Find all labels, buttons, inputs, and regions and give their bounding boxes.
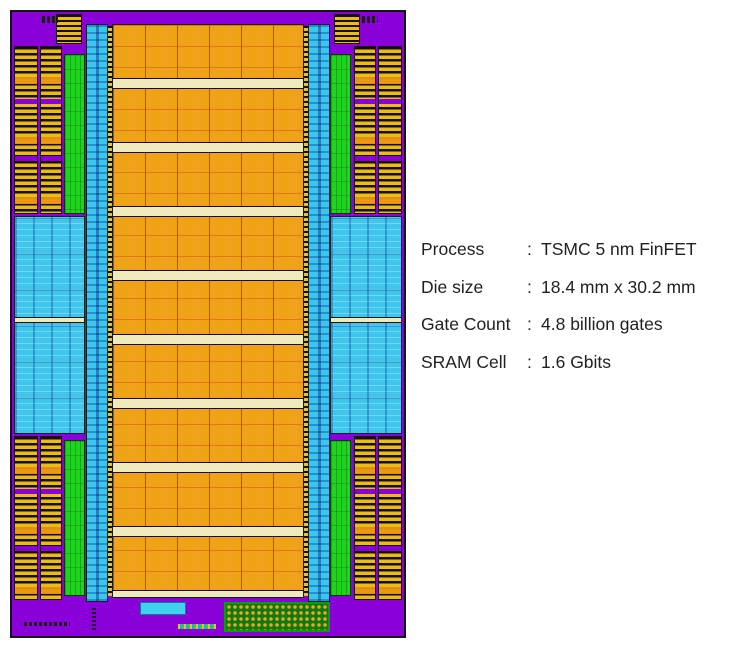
- sram-array-right: [330, 216, 402, 434]
- spec-row-die-size: Die size : 18.4 mm x 30.2 mm: [421, 269, 741, 307]
- io-pad-column-left-outer-bottom: [14, 436, 38, 600]
- spec-row-sram-cell: SRAM Cell : 1.6 Gbits: [421, 344, 741, 382]
- io-pad-column-right-outer-bottom: [378, 436, 402, 600]
- die-label-mark-bottom-center: [178, 624, 216, 629]
- die-label-mark-top-left: [42, 16, 58, 23]
- spec-label: Process: [421, 239, 485, 259]
- sram-array-left: [14, 216, 85, 434]
- sram-channel-line: [15, 317, 84, 323]
- die-label-mark-bottom-vertical: [92, 608, 96, 632]
- spec-colon: :: [527, 314, 532, 334]
- io-pad-column-left-inner-bottom: [40, 436, 62, 600]
- sram-channel-line: [331, 317, 401, 323]
- spec-label: Gate Count: [421, 314, 511, 334]
- spec-value: TSMC 5 nm FinFET: [541, 239, 697, 259]
- spec-label: SRAM Cell: [421, 351, 507, 372]
- sram-spine-right: [308, 24, 330, 602]
- spec-colon: :: [527, 351, 532, 372]
- pad-sliver-left: [108, 26, 112, 596]
- die-floorplan: [10, 10, 406, 638]
- standard-cell-core: [112, 24, 304, 598]
- spec-row-process: Process : TSMC 5 nm FinFET: [421, 231, 741, 269]
- macro-block-green-right-bottom: [330, 440, 351, 596]
- macro-block-green-left-top: [64, 54, 85, 214]
- die-label-mark-top-right: [362, 16, 378, 23]
- spec-colon: :: [527, 239, 532, 259]
- corner-pad-block-top-right: [334, 14, 360, 44]
- bottom-cyan-block: [140, 602, 186, 615]
- die-label-mark-bottom-left: [24, 622, 70, 626]
- io-pad-column-right-outer-top: [378, 46, 402, 214]
- spec-value: 18.4 mm x 30.2 mm: [541, 276, 696, 297]
- io-pad-column-right-inner-top: [354, 46, 376, 214]
- spec-value: 4.8 billion gates: [541, 314, 663, 334]
- corner-pad-block-top-left: [56, 14, 82, 44]
- specs-panel: Process : TSMC 5 nm FinFET Die size : 18…: [421, 231, 741, 381]
- pad-sliver-right: [304, 26, 308, 596]
- io-pad-column-right-inner-bottom: [354, 436, 376, 600]
- io-pad-column-left-outer-top: [14, 46, 38, 214]
- io-pad-column-left-inner-top: [40, 46, 62, 214]
- spec-row-gate-count: Gate Count : 4.8 billion gates: [421, 306, 741, 344]
- sram-spine-left: [86, 24, 108, 602]
- spec-label: Die size: [421, 276, 484, 297]
- spec-colon: :: [527, 276, 532, 297]
- macro-block-green-left-bottom: [64, 440, 85, 596]
- spec-value: 1.6 Gbits: [541, 351, 612, 372]
- macro-block-green-right-top: [330, 54, 351, 214]
- bottom-green-dotted-block: [224, 602, 330, 632]
